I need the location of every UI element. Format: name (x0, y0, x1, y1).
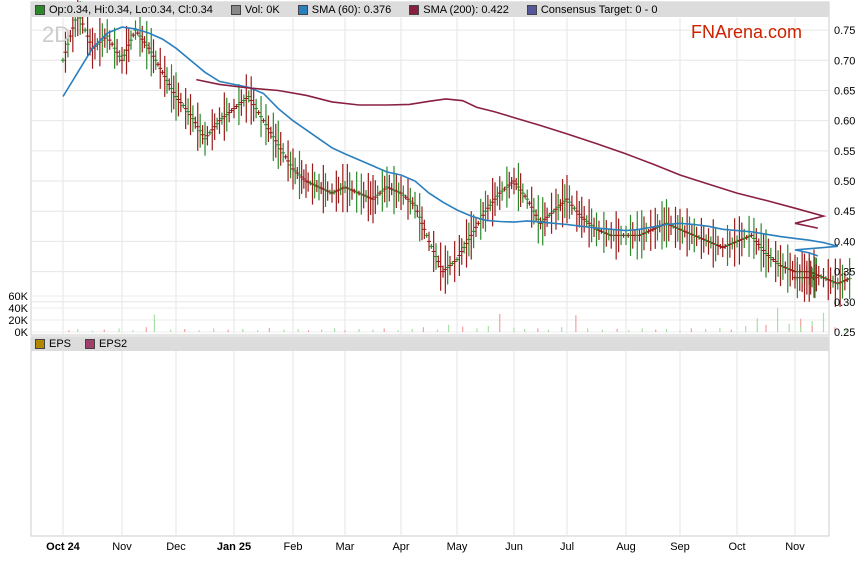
chart-legend: Op:0.34, Hi:0.34, Lo:0.34, Cl:0.34 Vol: … (31, 2, 829, 17)
x-tick-label: Jul (560, 541, 574, 553)
x-tick-label: Mar (336, 541, 355, 553)
brand-logo[interactable]: FNArena.com (691, 22, 803, 42)
volume-tick-label: 20K (8, 315, 28, 327)
vol-swatch (230, 4, 241, 15)
x-tick-label: Nov (112, 541, 132, 553)
x-tick-label: Nov (785, 541, 805, 553)
legend-eps2-text: EPS2 (99, 338, 128, 350)
x-tick-label: Apr (392, 541, 409, 553)
legend-ohlc-text: Op:0.34, Hi:0.34, Lo:0.34, Cl:0.34 (49, 3, 213, 16)
x-tick-label: Aug (616, 541, 636, 553)
sma-line (62, 26, 839, 257)
y-tick-label: 0.30 (834, 297, 855, 309)
x-tick-label: Sep (670, 541, 690, 553)
eps-swatch (35, 339, 45, 349)
x-tick-label: Feb (284, 541, 303, 553)
sma60-swatch (297, 4, 308, 15)
y-tick-label: 0.70 (834, 55, 855, 67)
x-tick-label: Oct (728, 541, 745, 553)
legend-sma60-text: SMA (60): 0.376 (311, 3, 392, 16)
ohlc-swatch (35, 4, 45, 15)
y-tick-label: 0.50 (834, 176, 855, 188)
y-tick-label: 0.55 (834, 146, 855, 158)
eps-legend: EPS EPS2 (31, 337, 829, 351)
sma-line (196, 78, 827, 229)
volume-tick-label: 0K (15, 327, 29, 339)
legend-vol: Vol: 0K (230, 3, 280, 16)
x-tick-label: Oct 24 (46, 541, 81, 553)
volume-tick-label: 40K (8, 303, 28, 315)
x-tick-label: Dec (166, 541, 186, 553)
x-tick-label: May (447, 541, 468, 553)
x-tick-label: Jan 25 (217, 541, 251, 553)
legend-vol-text: Vol: 0K (244, 3, 280, 16)
y-tick-label: 0.40 (834, 236, 855, 248)
legend-sma200-text: SMA (200): 0.422 (423, 3, 509, 16)
sma200-swatch (409, 4, 420, 15)
legend-consensus-text: Consensus Target: 0 - 0 (540, 3, 658, 16)
legend-eps-text: EPS (49, 338, 72, 350)
eps2-swatch (85, 339, 96, 349)
volume-tick-label: 60K (8, 291, 28, 303)
y-tick-label: 0.35 (834, 267, 855, 279)
y-tick-label: 0.45 (834, 206, 855, 218)
legend-eps2: EPS2 (85, 338, 127, 350)
y-tick-label: 0.65 (834, 85, 855, 97)
y-tick-label: 0.60 (834, 116, 855, 128)
y-tick-label: 0.75 (834, 25, 855, 37)
x-tick-label: Jun (505, 541, 523, 553)
consensus-swatch (526, 4, 537, 15)
y-tick-label: 0.25 (834, 327, 855, 339)
legend-eps: EPS (35, 338, 71, 350)
period-label: 2D (42, 22, 71, 47)
legend-consensus: Consensus Target: 0 - 0 (526, 3, 658, 16)
legend-sma200: SMA (200): 0.422 (409, 4, 509, 16)
legend-sma60: SMA (60): 0.376 (297, 3, 392, 16)
legend-ohlc: Op:0.34, Hi:0.34, Lo:0.34, Cl:0.34 (35, 4, 213, 16)
